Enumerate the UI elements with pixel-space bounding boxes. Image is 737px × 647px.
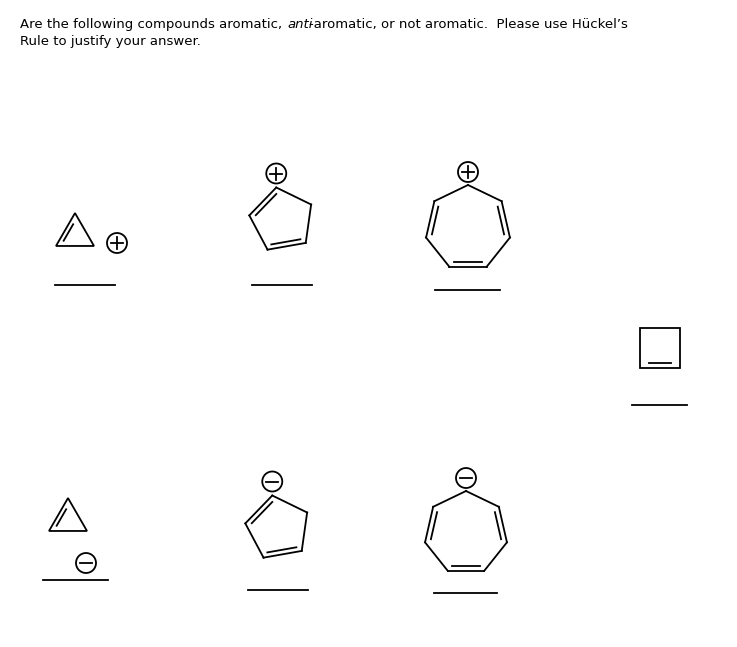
Bar: [640, 328, 680, 368]
Text: anti: anti: [287, 18, 312, 31]
Text: Rule to justify your answer.: Rule to justify your answer.: [20, 35, 201, 48]
Text: Are the following compounds aromatic,: Are the following compounds aromatic,: [20, 18, 287, 31]
Text: -aromatic, or not aromatic.  Please use Hückel’s: -aromatic, or not aromatic. Please use H…: [309, 18, 628, 31]
